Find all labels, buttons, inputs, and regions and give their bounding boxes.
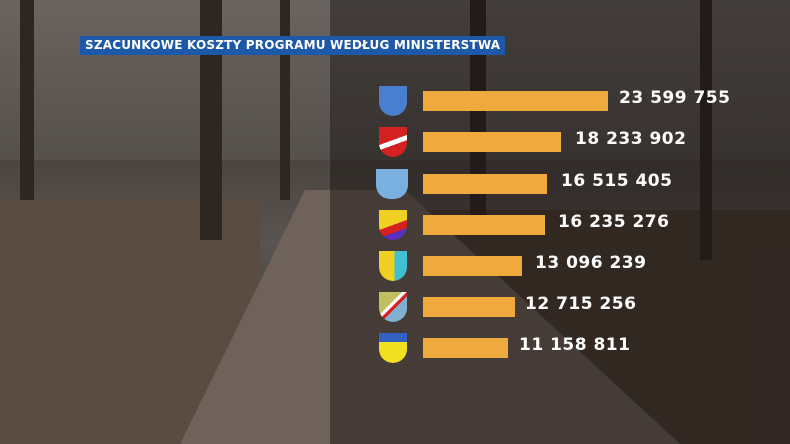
bar-value-label: 11 158 811 (519, 335, 631, 355)
bar-value-label: 18 233 902 (575, 129, 687, 149)
bar-value-label: 16 515 405 (561, 171, 673, 191)
bar (423, 215, 545, 235)
bar (423, 174, 547, 194)
bar (423, 297, 515, 317)
bar-value-label: 23 599 755 (619, 88, 731, 108)
chart-title: SZACUNKOWE KOSZTY PROGRAMU WEDŁUG MINIST… (80, 36, 506, 55)
bar (423, 256, 522, 276)
crest-icon-lightblue-lion (376, 169, 408, 199)
bar-value-label: 13 096 239 (535, 253, 647, 273)
bar (423, 132, 561, 152)
bar-value-label: 16 235 276 (558, 212, 670, 232)
crest-icon-blue-cross (379, 86, 407, 116)
crest-icon-griffin-cyan (379, 251, 407, 281)
bar (423, 338, 508, 358)
bar-value-label: 12 715 256 (525, 294, 637, 314)
crest-icon-yellow-church (379, 333, 407, 363)
crest-icon-yellow-red-purple (379, 210, 407, 240)
crest-icon-red-white (379, 127, 407, 157)
crest-icon-diagonal-stripe (379, 292, 407, 322)
bar (423, 91, 608, 111)
